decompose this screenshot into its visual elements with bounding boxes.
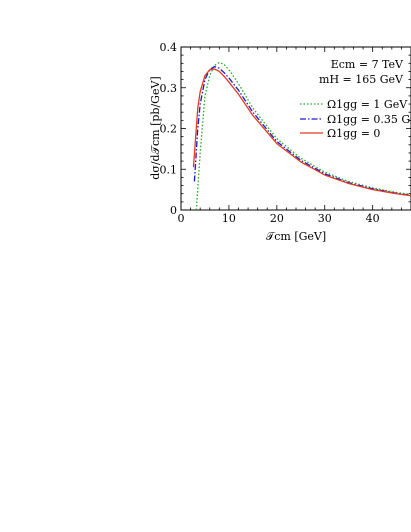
x-axis-label: 𝒯cm [GeV] <box>266 230 326 243</box>
y-tick-label: 0.2 <box>160 123 178 136</box>
x-tick-label: 0 <box>178 212 185 225</box>
legend: Ω1gg = 1 GeV Ω1gg = 0.35 GeV Ω1gg = 0 <box>300 98 411 140</box>
legend-label-3: Ω1gg = 0 <box>327 127 380 140</box>
y-ticks: 0 0.1 0.2 0.3 0.4 <box>160 41 411 217</box>
x-tick-label: 30 <box>318 212 332 225</box>
y-tick-label: 0 <box>170 204 177 217</box>
x-ticks: 0 10 20 30 40 <box>178 47 411 225</box>
y-tick-label: 0.4 <box>160 41 178 54</box>
x-tick-label: 40 <box>366 212 380 225</box>
series-layer <box>192 61 411 211</box>
y-axis-label: dσ/d𝒯cm [pb/GeV] <box>149 76 162 179</box>
x-tick-label: 20 <box>270 212 284 225</box>
annotation-mass: mH = 165 GeV <box>319 73 404 86</box>
y-tick-label: 0.1 <box>160 163 178 176</box>
annotation-energy: Ecm = 7 TeV <box>331 58 404 71</box>
legend-label-1: Ω1gg = 1 GeV <box>327 98 408 111</box>
y-tick-label: 0.3 <box>160 82 178 95</box>
x-tick-label: 10 <box>222 212 236 225</box>
legend-label-2: Ω1gg = 0.35 GeV <box>327 113 411 126</box>
series-line-3 <box>192 68 411 197</box>
